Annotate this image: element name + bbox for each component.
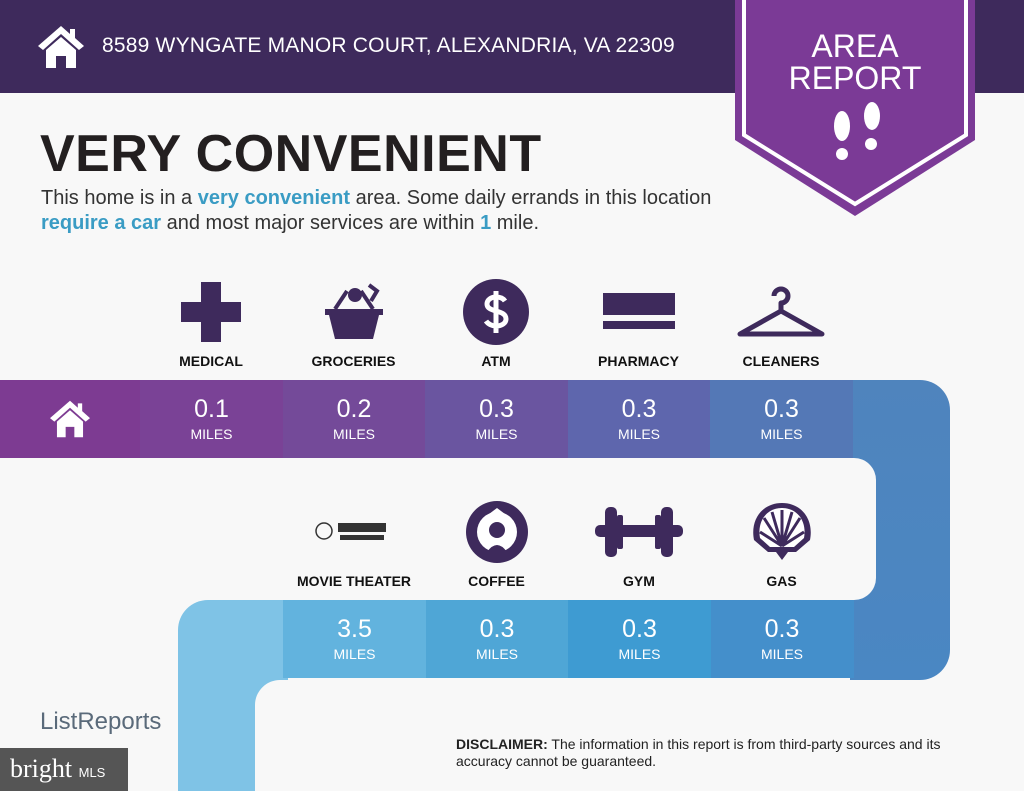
category-label: MEDICAL bbox=[179, 353, 243, 369]
distance-cell: 0.3 MILES bbox=[710, 380, 853, 458]
distance-value: 0.3 bbox=[622, 615, 657, 643]
property-address: 8589 WYNGATE MANOR COURT, ALEXANDRIA, VA… bbox=[102, 34, 675, 57]
category-label: ATM bbox=[481, 353, 511, 369]
distance-value: 0.3 bbox=[621, 395, 657, 423]
path-gap bbox=[0, 458, 876, 600]
home-cell bbox=[0, 380, 140, 458]
disclaimer: DISCLAIMER: The information in this repo… bbox=[456, 736, 941, 769]
category-label: GROCERIES bbox=[311, 353, 396, 369]
distance-value: 0.2 bbox=[336, 395, 372, 423]
area-report-badge bbox=[735, 0, 975, 216]
distance-unit: MILES bbox=[618, 646, 661, 662]
category-label: PHARMACY bbox=[598, 353, 679, 369]
category-label: GAS bbox=[766, 573, 797, 589]
distance-value: 0.3 bbox=[764, 615, 800, 643]
distance-cell: 0.3 MILES bbox=[567, 380, 711, 458]
badge-line-2: REPORT bbox=[788, 60, 922, 96]
category-label: MOVIE THEATER bbox=[296, 573, 412, 589]
badge-line-1: AREA bbox=[811, 28, 899, 64]
distance-unit: MILES bbox=[332, 426, 375, 442]
regal-logo bbox=[304, 497, 404, 567]
distance-cell: 0.3 MILES bbox=[568, 600, 711, 678]
distance-cell: 3.5 MILES bbox=[283, 600, 426, 678]
distance-cell: 0.1 MILES bbox=[140, 380, 283, 458]
distance-value: 3.5 bbox=[337, 615, 372, 643]
distance-value: 0.3 bbox=[479, 615, 515, 643]
category-label: GYM bbox=[623, 573, 655, 589]
distance-unit: MILES bbox=[617, 426, 660, 442]
distance-unit: MILES bbox=[475, 426, 518, 442]
distance-cell: 0.3 MILES bbox=[425, 380, 568, 458]
footprints-icon bbox=[834, 102, 880, 160]
home-icon bbox=[50, 400, 90, 438]
distance-unit: MILES bbox=[333, 646, 376, 662]
distance-value: 0.1 bbox=[194, 395, 229, 423]
page-title: VERY CONVENIENT bbox=[40, 125, 542, 183]
distance-cell: 0.2 MILES bbox=[282, 380, 426, 458]
distance-cell: 0.3 MILES bbox=[425, 600, 569, 678]
grocery-basket-icon bbox=[304, 277, 404, 347]
dumbbell-icon bbox=[589, 497, 689, 567]
home-icon bbox=[38, 26, 84, 68]
hanger-icon bbox=[731, 277, 831, 347]
distance-unit: MILES bbox=[475, 646, 518, 662]
cvs-logo bbox=[589, 277, 689, 347]
summary-text: This home is in a very convenient area. … bbox=[41, 187, 712, 234]
distance-unit: MILES bbox=[760, 646, 803, 662]
starbucks-logo bbox=[447, 497, 547, 567]
distance-value: 0.3 bbox=[479, 395, 514, 423]
medical-cross-icon bbox=[161, 277, 261, 347]
category-label: CLEANERS bbox=[742, 353, 820, 369]
path-gap-bottom bbox=[255, 680, 1024, 791]
shell-logo bbox=[732, 497, 832, 567]
distance-unit: MILES bbox=[760, 426, 803, 442]
bright-mls-watermark: bright MLS bbox=[0, 748, 128, 791]
distance-value: 0.3 bbox=[764, 395, 799, 423]
dollar-icon bbox=[446, 277, 546, 347]
distance-unit: MILES bbox=[190, 426, 233, 442]
category-label: COFFEE bbox=[468, 573, 525, 589]
distance-cell: 0.3 MILES bbox=[710, 600, 854, 678]
listreports-logo: ListReports bbox=[40, 708, 162, 735]
